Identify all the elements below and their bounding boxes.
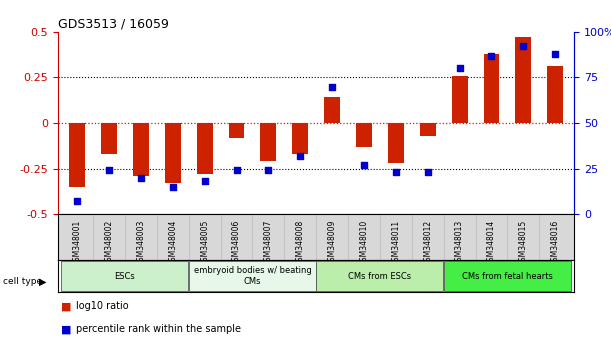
Bar [316,261,443,291]
Text: GSM348008: GSM348008 [296,220,305,266]
Point [423,170,433,175]
Text: GSM348013: GSM348013 [455,220,464,266]
Text: GSM348004: GSM348004 [168,220,177,266]
Bar [452,76,467,123]
Bar [69,123,85,187]
Text: cell type: cell type [3,277,42,286]
Bar [189,261,315,291]
Text: embryoid bodies w/ beating
CMs: embryoid bodies w/ beating CMs [194,267,312,286]
Text: GSM348001: GSM348001 [73,220,82,266]
Bar [356,123,372,147]
Text: GSM348011: GSM348011 [392,220,400,266]
Bar [101,123,117,154]
Text: GSM348014: GSM348014 [487,220,496,266]
Point [551,51,560,57]
Point [359,162,369,168]
Text: ■: ■ [61,324,71,334]
Text: ▶: ▶ [38,276,46,286]
Point [486,53,496,58]
Point [391,170,401,175]
Bar [444,261,571,291]
Point [295,153,305,159]
Point [263,167,273,173]
Bar [260,123,276,161]
Point [136,175,146,181]
Bar [420,123,436,136]
Point [519,44,529,49]
Point [104,167,114,173]
Point [168,184,178,190]
Bar [229,123,244,138]
Point [200,178,210,184]
Point [327,84,337,89]
Text: GSM348010: GSM348010 [359,220,368,266]
Text: GSM348016: GSM348016 [551,220,560,266]
Text: GSM348007: GSM348007 [264,220,273,266]
Bar [61,261,188,291]
Text: GSM348005: GSM348005 [200,220,209,266]
Text: percentile rank within the sample: percentile rank within the sample [76,324,241,334]
Text: GDS3513 / 16059: GDS3513 / 16059 [58,18,169,31]
Bar [197,123,213,174]
Point [232,167,241,173]
Text: CMs from fetal hearts: CMs from fetal hearts [462,272,553,281]
Text: GSM348006: GSM348006 [232,220,241,266]
Bar [165,123,181,183]
Point [72,199,82,204]
Point [455,65,464,71]
Bar [292,123,308,154]
Text: GSM348003: GSM348003 [136,220,145,266]
Bar [516,37,532,123]
Bar [324,97,340,123]
Bar [483,54,499,123]
Bar [388,123,404,163]
Bar [133,123,149,176]
Text: GSM348015: GSM348015 [519,220,528,266]
Bar [547,67,563,123]
Text: GSM348012: GSM348012 [423,220,432,266]
Text: CMs from ESCs: CMs from ESCs [348,272,411,281]
Text: log10 ratio: log10 ratio [76,301,129,311]
Text: ESCs: ESCs [115,272,136,281]
Text: GSM348002: GSM348002 [104,220,114,266]
Text: ■: ■ [61,301,71,311]
Text: GSM348009: GSM348009 [327,220,337,266]
